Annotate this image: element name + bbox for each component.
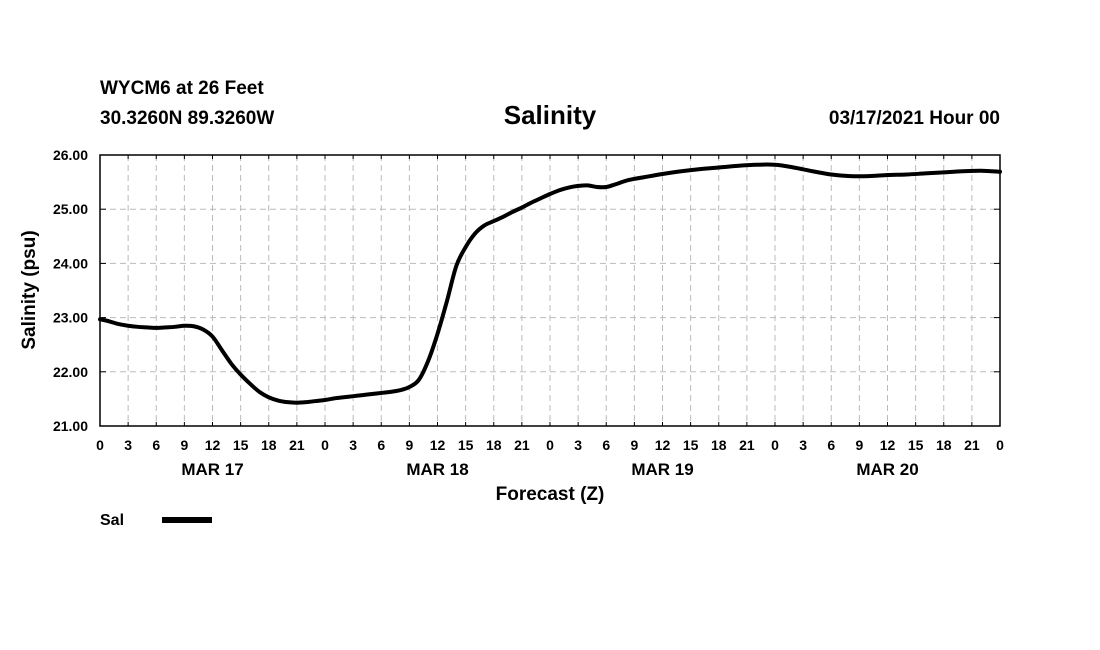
y-tick-label: 24.00 bbox=[53, 255, 88, 271]
x-tick-label: 6 bbox=[377, 437, 385, 453]
x-tick-label: 12 bbox=[205, 437, 221, 453]
x-tick-label: 6 bbox=[602, 437, 610, 453]
x-tick-labels: 0 3 6 9 12 15 18 21 0 3 6 9 12 15 18 21 0 3 6 9 12 15 18 21 0 3 6 9… bbox=[96, 437, 1004, 453]
x-tick-label: 18 bbox=[936, 437, 952, 453]
x-tick-label: 12 bbox=[430, 437, 446, 453]
series-line-sal bbox=[98, 162, 1002, 405]
y-tick-label: 21.00 bbox=[53, 418, 88, 434]
day-label: MAR 19 bbox=[631, 460, 693, 479]
day-labels: MAR 17 MAR 18 MAR 19 MAR 20 bbox=[181, 460, 918, 479]
y-tick-label: 22.00 bbox=[53, 364, 88, 380]
x-tick-label: 9 bbox=[630, 437, 638, 453]
legend: Sal bbox=[100, 512, 212, 529]
chart-title: Salinity bbox=[504, 100, 597, 130]
y-axis-label: Salinity (psu) bbox=[19, 230, 40, 349]
x-tick-label: 18 bbox=[711, 437, 727, 453]
x-tick-label: 21 bbox=[514, 437, 530, 453]
x-tick-label: 0 bbox=[546, 437, 554, 453]
station-coords: 30.3260N 89.3260W bbox=[100, 108, 274, 129]
forecast-datetime: 03/17/2021 Hour 00 bbox=[829, 108, 1000, 129]
x-tick-label: 6 bbox=[827, 437, 835, 453]
y-tick-label: 26.00 bbox=[53, 147, 88, 163]
x-tick-label: 21 bbox=[964, 437, 980, 453]
x-axis-label: Forecast (Z) bbox=[496, 484, 605, 505]
x-tick-label: 3 bbox=[349, 437, 357, 453]
station-name: WYCM6 at 26 Feet bbox=[100, 78, 264, 99]
x-tick-label: 3 bbox=[799, 437, 807, 453]
x-tick-label: 21 bbox=[739, 437, 755, 453]
legend-label: Sal bbox=[100, 512, 124, 529]
x-tick-label: 9 bbox=[855, 437, 863, 453]
x-tick-label: 18 bbox=[486, 437, 502, 453]
x-tick-label: 9 bbox=[405, 437, 413, 453]
x-tick-label: 15 bbox=[908, 437, 924, 453]
y-tick-label: 25.00 bbox=[53, 201, 88, 217]
x-tick-label: 15 bbox=[233, 437, 249, 453]
day-label: MAR 20 bbox=[856, 460, 918, 479]
y-tick-labels: 21.00 22.00 23.00 24.00 25.00 26.00 bbox=[53, 147, 88, 434]
x-tick-label: 0 bbox=[996, 437, 1004, 453]
grid-lines bbox=[100, 155, 1000, 426]
x-tick-label: 15 bbox=[683, 437, 699, 453]
day-label: MAR 17 bbox=[181, 460, 243, 479]
axis-ticks bbox=[99, 154, 1001, 427]
x-tick-label: 3 bbox=[574, 437, 582, 453]
x-tick-label: 9 bbox=[180, 437, 188, 453]
x-tick-label: 12 bbox=[655, 437, 671, 453]
x-tick-label: 15 bbox=[458, 437, 474, 453]
day-label: MAR 18 bbox=[406, 460, 468, 479]
x-tick-label: 6 bbox=[152, 437, 160, 453]
x-tick-label: 21 bbox=[289, 437, 305, 453]
x-tick-label: 0 bbox=[771, 437, 779, 453]
x-tick-label: 18 bbox=[261, 437, 277, 453]
x-tick-label: 3 bbox=[124, 437, 132, 453]
y-tick-label: 23.00 bbox=[53, 310, 88, 326]
x-tick-label: 0 bbox=[96, 437, 104, 453]
x-tick-label: 12 bbox=[880, 437, 896, 453]
x-tick-label: 0 bbox=[321, 437, 329, 453]
